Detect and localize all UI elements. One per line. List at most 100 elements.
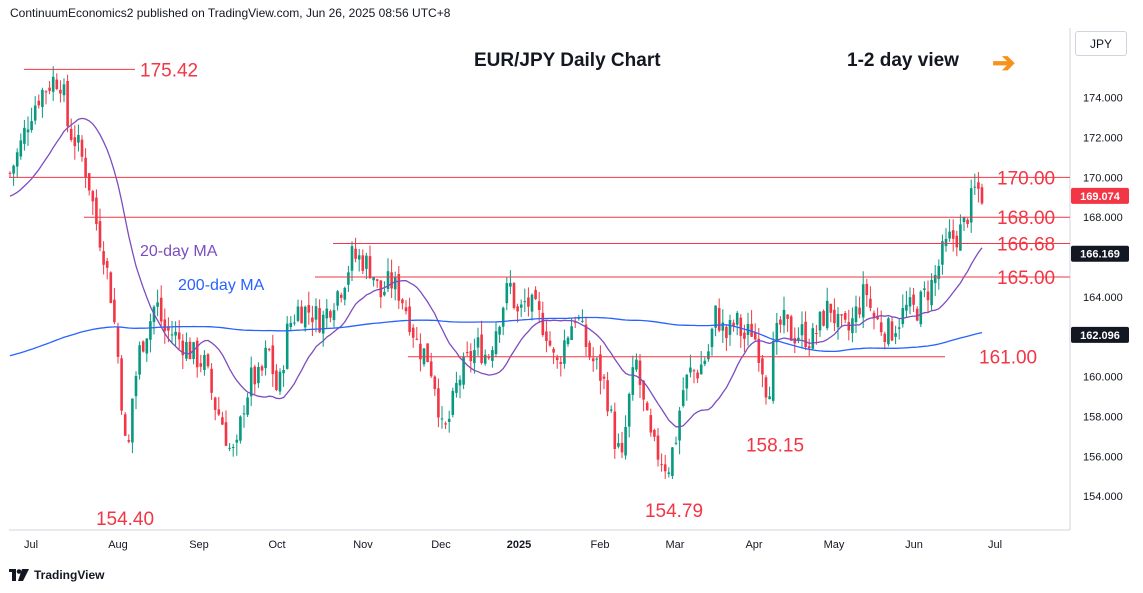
candle-body <box>908 297 912 307</box>
x-tick-label: 2025 <box>507 539 531 551</box>
candle-body <box>584 324 588 347</box>
candle-body <box>401 299 404 304</box>
candle-body <box>365 255 368 269</box>
candle-body <box>545 331 548 342</box>
candle-body <box>833 309 836 324</box>
candle-body <box>815 333 818 335</box>
low-label: 158.15 <box>746 435 804 456</box>
candle-body <box>905 304 908 311</box>
x-tick-label: Nov <box>353 539 373 551</box>
candle-body <box>141 341 145 352</box>
candle-body <box>37 100 41 106</box>
candle-body <box>12 165 15 174</box>
candle-body <box>303 306 307 328</box>
candle-body <box>397 274 401 301</box>
ma20-line <box>9 117 983 428</box>
candle-body <box>249 367 253 397</box>
level-label: 170.00 <box>997 168 1055 189</box>
currency-button[interactable]: JPY <box>1075 31 1127 56</box>
y-tick-label: 154.000 <box>1083 491 1123 503</box>
candle-body <box>775 323 779 343</box>
candle-body <box>901 307 905 325</box>
candle-body <box>257 366 260 384</box>
candle-body <box>829 303 833 313</box>
low-label: 154.79 <box>645 501 703 522</box>
candle-body <box>779 319 782 325</box>
candle-body <box>429 361 433 377</box>
y-tick-label: 164.000 <box>1083 292 1123 304</box>
candle-body <box>887 318 890 345</box>
candle-body <box>8 172 12 174</box>
candle-body <box>325 308 329 319</box>
candle-body <box>883 333 887 343</box>
candle-body <box>372 277 375 281</box>
candle-body <box>717 308 721 331</box>
candle-body <box>595 358 599 360</box>
candle-body <box>62 84 66 96</box>
candle-body <box>199 363 203 367</box>
candle-body <box>123 414 127 436</box>
chart-subtitle: 1-2 day view <box>847 50 959 71</box>
candle-body <box>465 352 469 354</box>
candle-body <box>55 79 59 89</box>
candle-body <box>782 309 786 326</box>
candle-body <box>242 413 246 415</box>
candle-body <box>368 256 372 279</box>
x-tick-label: Jul <box>24 539 38 551</box>
candle-body <box>797 337 800 340</box>
candle-body <box>462 356 465 385</box>
candle-body <box>966 219 969 225</box>
candle-body <box>930 279 933 306</box>
level-label: 168.00 <box>997 208 1055 229</box>
candle-body <box>480 334 483 364</box>
y-tick-label: 170.000 <box>1083 172 1123 184</box>
candle-body <box>840 314 843 316</box>
candle-body <box>33 105 37 121</box>
candle-body <box>933 274 937 284</box>
candle-body <box>959 224 962 251</box>
candle-body <box>109 272 113 303</box>
candle-body <box>332 310 336 321</box>
candle-body <box>336 291 339 306</box>
tradingview-footer[interactable]: TradingView <box>9 568 104 582</box>
candle-body <box>275 370 278 390</box>
candle-body <box>91 191 95 202</box>
candle-body <box>948 231 951 239</box>
candle-body <box>674 442 678 444</box>
candle-body <box>375 279 379 281</box>
candle-body <box>645 402 649 411</box>
candle-body <box>59 89 62 94</box>
candle-body <box>404 307 408 312</box>
candle-body <box>210 368 213 393</box>
level-label: 175.42 <box>140 60 198 81</box>
candle-body <box>300 306 303 324</box>
candle-body <box>105 261 109 268</box>
candle-body <box>555 357 559 361</box>
candle-body <box>177 332 181 340</box>
candle-body <box>541 312 545 335</box>
level-label: 161.00 <box>979 348 1037 369</box>
candle-body <box>818 311 822 331</box>
candle-body <box>203 354 206 370</box>
candle-body <box>26 129 30 133</box>
y-tick-label: 172.000 <box>1083 133 1123 145</box>
ma20-label: 20-day MA <box>140 243 218 260</box>
candle-body <box>915 308 919 321</box>
candle-body <box>739 317 743 336</box>
candle-body <box>725 326 728 339</box>
ma20-price-tag: 166.169 <box>1080 249 1120 261</box>
candle-body <box>440 418 444 420</box>
candle-body <box>969 188 973 223</box>
candle-body <box>962 216 966 223</box>
candle-body <box>80 139 84 157</box>
candle-body <box>548 340 552 346</box>
x-tick-label: Oct <box>268 539 285 551</box>
candle-body <box>51 76 55 92</box>
candle-body <box>138 345 141 375</box>
candle-body <box>836 313 840 328</box>
candle-body <box>343 287 347 300</box>
candle-body <box>627 393 631 427</box>
low-label: 154.40 <box>96 509 154 530</box>
candle-body <box>757 338 761 363</box>
